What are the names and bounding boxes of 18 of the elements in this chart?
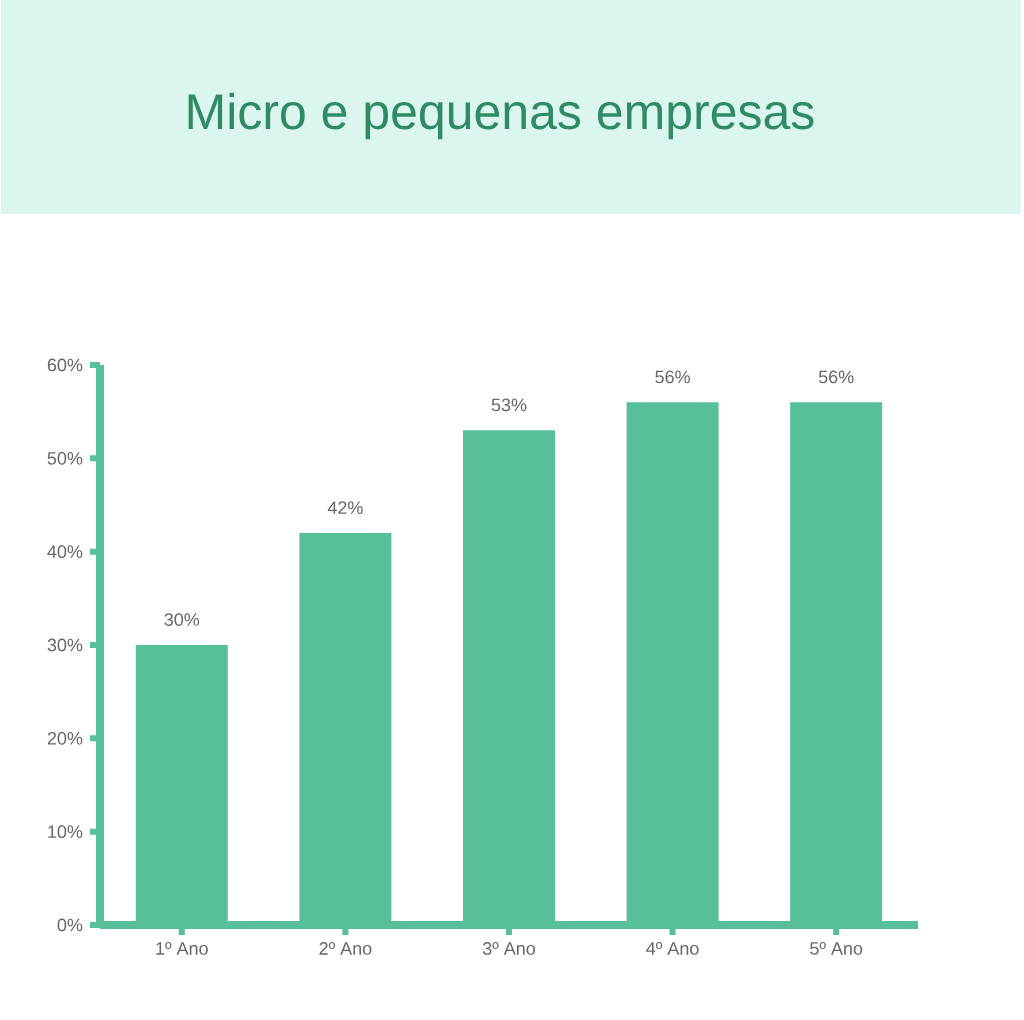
data-label: 53%	[491, 398, 527, 412]
y-tick-label: 50%	[47, 451, 83, 465]
y-tick-label: 10%	[48, 825, 83, 839]
data-label: 30%	[164, 613, 200, 626]
x-tick-label: 1º Ano	[156, 942, 208, 955]
x-tick-label: 3º Ano	[482, 942, 536, 955]
data-label: 56%	[818, 370, 854, 384]
x-tick-label: 2º Ano	[319, 942, 372, 955]
chart-title: Micro e pequenas empresas	[188, 92, 814, 140]
y-tick-label: 60%	[47, 358, 83, 372]
y-tick-label: 20%	[47, 731, 83, 745]
data-label: 42%	[327, 501, 363, 514]
y-tick-label: 40%	[47, 545, 83, 559]
y-tick-label: 30%	[47, 638, 83, 652]
x-tick-label: 5º Ano	[810, 942, 863, 955]
y-tick-label: 0%	[57, 918, 83, 932]
data-label: 56%	[655, 370, 690, 384]
x-tick-label: 4º Ano	[646, 942, 699, 955]
